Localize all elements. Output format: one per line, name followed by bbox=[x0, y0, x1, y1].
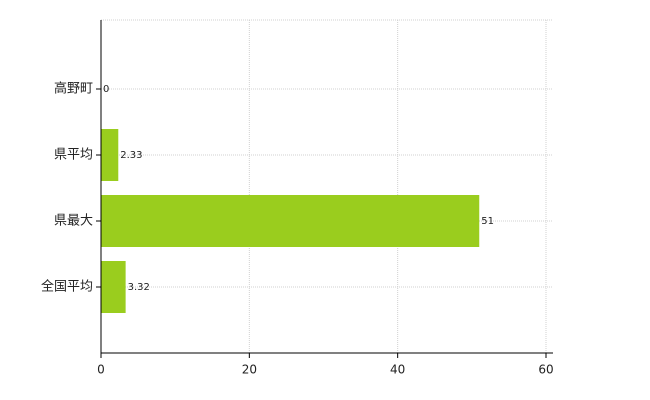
y-tick-label: 高野町 bbox=[54, 81, 93, 97]
x-tick-label: 60 bbox=[538, 363, 553, 377]
x-tick-label: 20 bbox=[242, 363, 257, 377]
value-label: 3.32 bbox=[128, 282, 150, 293]
y-tick-label: 県最大 bbox=[54, 214, 93, 229]
value-label: 0 bbox=[103, 84, 109, 95]
x-tick-label: 40 bbox=[390, 363, 405, 377]
value-label: 2.33 bbox=[120, 150, 142, 161]
y-tick-label: 県平均 bbox=[54, 148, 93, 163]
x-tick-label: 0 bbox=[97, 363, 105, 377]
bar bbox=[101, 261, 126, 313]
y-tick-label: 全国平均 bbox=[41, 279, 93, 295]
bar bbox=[101, 195, 480, 247]
bar bbox=[101, 129, 119, 181]
value-label: 51 bbox=[481, 216, 494, 227]
